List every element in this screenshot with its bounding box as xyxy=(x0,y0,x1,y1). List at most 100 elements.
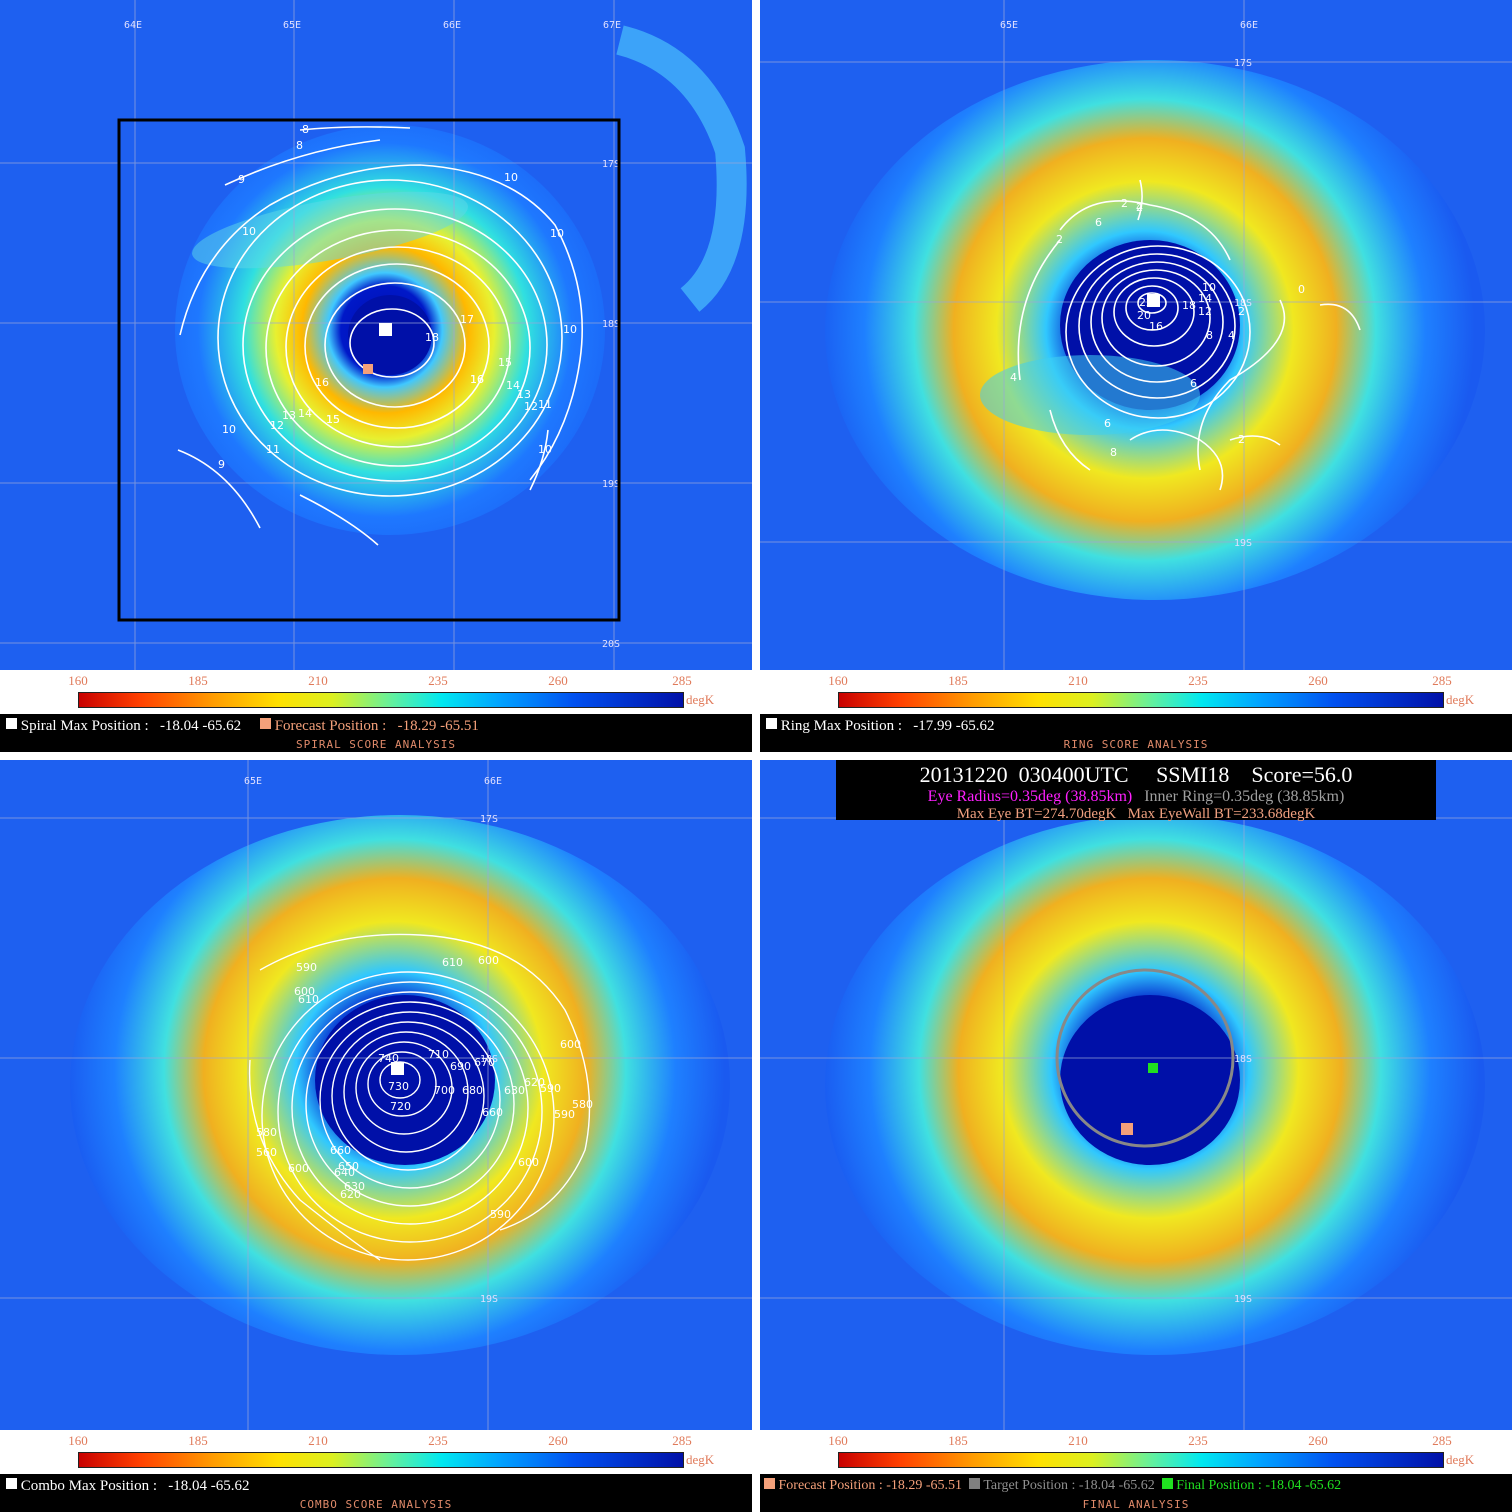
contour-label: 14 xyxy=(298,407,312,420)
contour-label: 16 xyxy=(315,376,329,389)
combo-max-marker xyxy=(391,1062,404,1075)
lat-label: 19S xyxy=(480,1294,498,1305)
contour-label: 10 xyxy=(563,323,577,336)
forecast-label: Forecast Position : xyxy=(778,1478,883,1493)
contour-label: 10 xyxy=(550,227,564,240)
contour-label: 4 xyxy=(1010,371,1017,384)
max-eyewall-bt: Max EyeWall BT=233.68degK xyxy=(1127,806,1316,822)
forecast-label: Forecast Position : xyxy=(274,718,387,734)
colorbar-tick: 235 xyxy=(428,673,448,688)
lat-label: 18S xyxy=(1234,298,1252,309)
contour-label: 10 xyxy=(242,225,256,238)
combo-contour-labels: 590 600 610 610 600 740 710 730 720 690 … xyxy=(256,954,593,1221)
contour-label: 16 xyxy=(470,373,484,386)
lat-label: 17S xyxy=(602,159,620,170)
contour-label: 17 xyxy=(460,313,474,326)
colorbar-tick: 160 xyxy=(828,673,848,688)
contour-label: 9 xyxy=(218,458,225,471)
contour-label: 10 xyxy=(538,443,552,456)
colorbar-tick: 235 xyxy=(428,1433,448,1448)
ring-max-marker xyxy=(1147,294,1160,307)
colorbar-unit: degK xyxy=(1446,1452,1475,1467)
ring-max-value: -17.99 -65.62 xyxy=(913,718,995,734)
contour-label: 10 xyxy=(1202,281,1216,294)
colorbar-tick: 260 xyxy=(548,1433,568,1448)
final-header: 20131220 030400UTC SSMI18 Score=56.0 Eye… xyxy=(836,760,1436,822)
ring-info-bar: Ring Max Position : -17.99 -65.62 RING S… xyxy=(760,714,1512,752)
colorbar-unit: degK xyxy=(1446,692,1475,707)
contour-label: 11 xyxy=(538,398,552,411)
ring-map: 65E 66E 17S 18S 19S 2 4 6 2 xyxy=(760,0,1512,670)
header-title: 20131220 030400UTC SSMI18 Score=56.0 xyxy=(919,762,1353,787)
max-eye-bt: Max Eye BT=274.70degK xyxy=(956,806,1117,822)
contour-label: 15 xyxy=(326,413,340,426)
lat-lon-grid xyxy=(0,760,752,1430)
contour-label: 2 xyxy=(1056,233,1063,246)
forecast-marker xyxy=(1121,1123,1133,1135)
colorbar: 160 185 210 235 260 285 degK xyxy=(760,1430,1512,1474)
analysis-box xyxy=(117,118,621,622)
contour-label: 700 xyxy=(434,1084,455,1097)
forecast-value: -18.29 -65.51 xyxy=(886,1478,963,1493)
spiral-max-value: -18.04 -65.62 xyxy=(159,718,242,734)
contour-label: 660 xyxy=(482,1106,503,1119)
colorbar-tick: 185 xyxy=(188,673,208,688)
contour-label: 600 xyxy=(560,1038,581,1051)
contour-label: 13 xyxy=(517,388,531,401)
contour-label: 12 xyxy=(270,419,284,432)
panel-title: FINAL ANALYSIS xyxy=(1082,1498,1190,1511)
contour-label: 630 xyxy=(344,1180,365,1193)
colorbar-gradient xyxy=(838,1452,1444,1468)
contour-label: 610 xyxy=(442,956,463,969)
contour-label: 670 xyxy=(474,1056,495,1069)
contour-label: 2 xyxy=(1121,197,1128,210)
lat-label: 18S xyxy=(480,1054,498,1065)
panel-title: COMBO SCORE ANALYSIS xyxy=(299,1498,453,1511)
contour-label: 12 xyxy=(524,400,538,413)
contour-label: 13 xyxy=(282,409,296,422)
final-legend-icon xyxy=(1161,1478,1173,1489)
ring-contours xyxy=(1017,179,1361,491)
contour-label: 590 xyxy=(296,961,317,974)
lon-label: 65E xyxy=(1000,20,1018,31)
forecast-legend-icon xyxy=(764,1478,775,1489)
contour-label: 710 xyxy=(428,1048,449,1061)
lon-label: 64E xyxy=(124,20,142,31)
contour-label: 2 xyxy=(1238,433,1245,446)
target-legend-icon xyxy=(969,1478,981,1489)
colorbar-gradient xyxy=(78,1452,684,1468)
contour-label: 4 xyxy=(1136,201,1143,214)
contour-label: 650 xyxy=(338,1160,359,1173)
contour-label: 600 xyxy=(294,985,315,998)
contour-label: 6 xyxy=(1095,216,1102,229)
spiral-panel: 64E 65E 66E 67E 17S 18S 19S 20S xyxy=(0,0,752,752)
final-map: 18S 19S xyxy=(760,760,1512,1430)
target-label: Target Position : xyxy=(983,1478,1076,1493)
lat-label: 19S xyxy=(1234,1294,1252,1305)
lat-label: 20S xyxy=(602,639,620,650)
contour-label: 560 xyxy=(256,1146,277,1159)
contour-label: 2 xyxy=(1238,305,1245,318)
inner-ring-circle xyxy=(1055,968,1235,1148)
colorbar-tick: 260 xyxy=(1308,1433,1328,1448)
panel-title: RING SCORE ANALYSIS xyxy=(1063,738,1209,751)
spiral-max-legend-icon xyxy=(6,718,17,729)
lat-label: 18S xyxy=(1234,1054,1252,1065)
lat-label: 18S xyxy=(602,319,620,330)
contour-label: 10 xyxy=(504,171,518,184)
contour-label: 12 xyxy=(1198,305,1212,318)
lat-lon-grid xyxy=(760,0,1512,670)
forecast-value: -18.29 -65.51 xyxy=(397,718,479,734)
lon-label: 65E xyxy=(283,20,301,31)
lon-label: 67E xyxy=(603,20,621,31)
lat-label: 17S xyxy=(480,814,498,825)
contour-label: 9 xyxy=(238,173,245,186)
contour-label: 680 xyxy=(462,1084,483,1097)
spiral-max-label: Spiral Max Position : xyxy=(20,718,149,734)
lat-label: 19S xyxy=(602,479,620,490)
colorbar-tick: 235 xyxy=(1188,673,1208,688)
colorbar: 160 185 210 235 260 285 degK xyxy=(760,670,1512,714)
combo-max-value: -18.04 -65.62 xyxy=(168,1478,250,1494)
contour-label: 730 xyxy=(388,1080,409,1093)
combo-panel: 65E 66E 17S 18S 19S 590 600 610 610 600 xyxy=(0,760,752,1512)
